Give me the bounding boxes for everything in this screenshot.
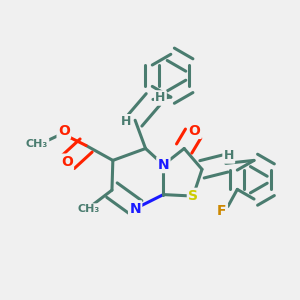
Text: S: S <box>188 189 198 203</box>
Text: H: H <box>155 92 166 104</box>
Text: O: O <box>58 124 70 138</box>
Text: H: H <box>224 149 234 162</box>
Text: O: O <box>61 155 73 169</box>
Text: CH₃: CH₃ <box>26 139 48 149</box>
Text: N: N <box>129 202 141 216</box>
Text: F: F <box>217 204 227 218</box>
Text: CH₃: CH₃ <box>78 204 100 214</box>
Text: O: O <box>189 124 200 138</box>
Text: H: H <box>121 115 131 128</box>
Text: N: N <box>158 158 169 172</box>
